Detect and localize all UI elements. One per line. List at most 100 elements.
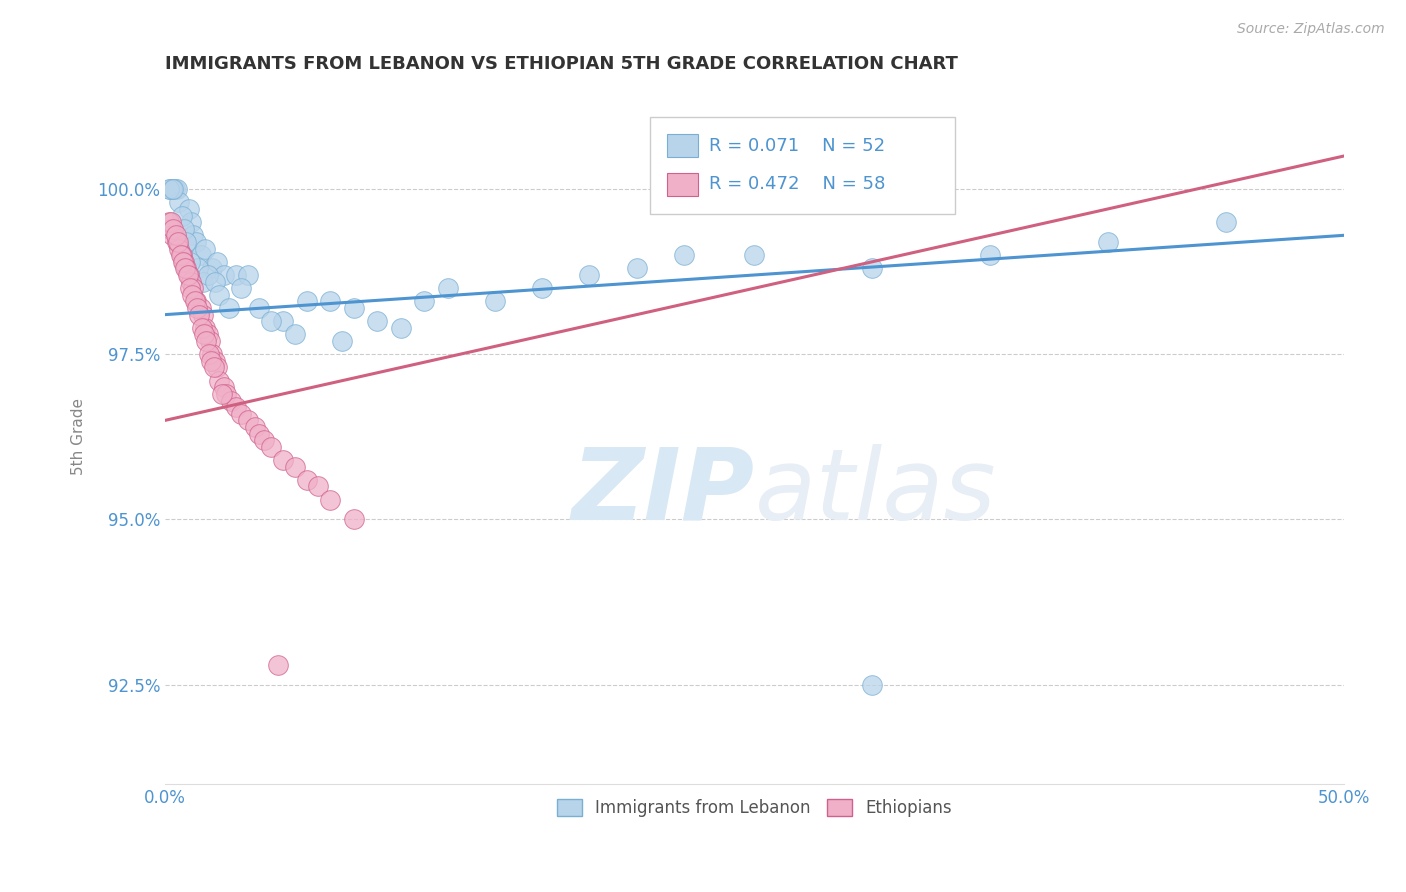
Point [201,347,224,361]
Point [253,433,276,447]
Point [157,215,180,229]
Point [284,459,307,474]
Point [193,327,215,342]
Point [243,420,266,434]
Point [860,261,883,276]
Point [177,268,200,282]
Point [1215,215,1237,229]
Point [187,261,209,276]
Point [160,215,183,229]
Point [183,228,205,243]
Point [215,387,238,401]
Point [176,261,198,276]
Point [170,209,193,223]
Point [672,248,695,262]
Point [343,512,366,526]
Point [190,321,212,335]
Point [173,254,195,268]
Point [183,281,205,295]
Point [197,327,219,342]
Point [284,327,307,342]
Point [531,281,554,295]
Point [159,221,181,235]
Point [319,492,342,507]
Point [208,374,231,388]
Point [205,360,228,375]
Point [198,334,221,348]
Point [162,182,184,196]
Point [413,294,436,309]
Point [979,248,1001,262]
Point [162,228,184,243]
Point [229,407,252,421]
Point [198,347,221,361]
Y-axis label: 5th Grade: 5th Grade [72,399,86,475]
Point [236,268,259,282]
Point [169,242,191,256]
Point [180,275,202,289]
Point [208,287,231,301]
Point [204,354,226,368]
Point [343,301,366,315]
Point [389,321,412,335]
Text: R = 0.071    N = 52: R = 0.071 N = 52 [709,136,884,155]
Point [184,235,207,249]
Point [183,294,205,309]
Point [179,281,201,295]
Point [1097,235,1119,249]
Point [626,261,648,276]
Point [174,261,197,276]
Point [176,268,198,282]
Point [167,235,190,249]
Point [173,221,195,235]
Point [271,314,294,328]
Point [267,657,290,672]
Point [330,334,353,348]
Text: ZIP: ZIP [571,444,755,541]
Point [190,301,212,315]
Point [172,254,194,268]
Legend: Immigrants from Lebanon, Ethiopians: Immigrants from Lebanon, Ethiopians [550,792,959,824]
Point [194,321,217,335]
Point [188,308,211,322]
Point [271,453,294,467]
Point [295,294,318,309]
Point [236,413,259,427]
Point [191,275,214,289]
Point [218,301,240,315]
Point [578,268,600,282]
Point [181,287,204,301]
Point [437,281,460,295]
Point [366,314,388,328]
Point [204,275,226,289]
Point [484,294,506,309]
Point [225,268,247,282]
Text: Source: ZipAtlas.com: Source: ZipAtlas.com [1237,22,1385,37]
Point [195,334,218,348]
Point [194,242,217,256]
Point [176,235,198,249]
Point [157,182,180,196]
Point [211,387,233,401]
Point [200,354,222,368]
Point [190,248,212,262]
Point [229,281,252,295]
Point [860,678,883,692]
Point [186,301,208,315]
Point [205,254,228,268]
Point [170,248,193,262]
Point [163,182,186,196]
Point [295,473,318,487]
Point [219,393,242,408]
Point [249,426,271,441]
Point [249,301,271,315]
Point [307,479,329,493]
Point [225,400,247,414]
Point [319,294,342,309]
Point [212,268,235,282]
Point [197,268,219,282]
Point [162,182,184,196]
Point [191,308,214,322]
Point [166,182,188,196]
Text: atlas: atlas [755,444,995,541]
